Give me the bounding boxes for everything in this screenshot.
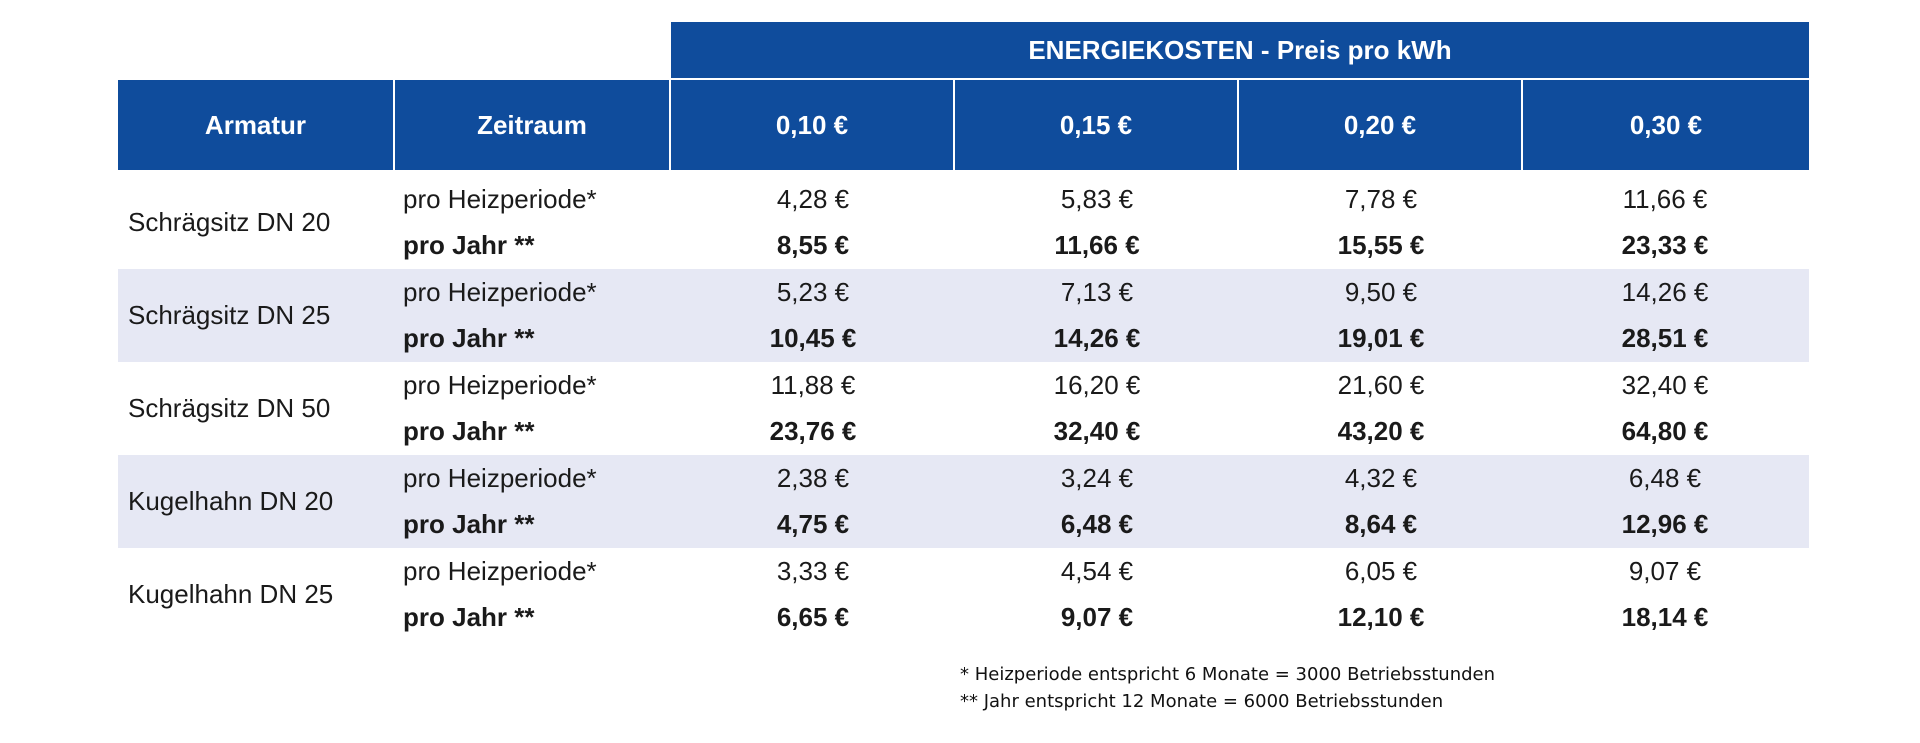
header-zeitraum: Zeitraum <box>395 80 669 170</box>
table-row-group: Schrägsitz DN 25 pro Heizperiode* pro Ja… <box>118 269 1809 362</box>
period-value: 3,24 € <box>1060 462 1134 493</box>
year-value: 15,55 € <box>1337 229 1425 260</box>
table-row-group: Kugelhahn DN 25 pro Heizperiode* pro Jah… <box>118 548 1809 641</box>
period-value: 9,50 € <box>1344 276 1418 307</box>
year-value: 6,65 € <box>776 601 850 632</box>
period-value: 6,48 € <box>1628 462 1702 493</box>
year-label: pro Jahr ** <box>403 229 535 260</box>
year-value: 8,55 € <box>776 229 850 260</box>
year-value: 28,51 € <box>1621 322 1709 353</box>
header-price-1: 0,10 € <box>671 80 953 170</box>
year-label: pro Jahr ** <box>403 322 535 353</box>
armatur-label: Schrägsitz DN 25 <box>128 300 331 330</box>
energy-cost-super-header: ENERGIEKOSTEN - Preis pro kWh <box>671 22 1809 78</box>
header-armatur: Armatur <box>118 80 393 170</box>
armatur-label: Schrägsitz DN 20 <box>128 207 331 237</box>
header-price-2: 0,15 € <box>955 80 1237 170</box>
period-value: 5,83 € <box>1060 183 1134 214</box>
year-value: 6,48 € <box>1060 508 1134 539</box>
year-value: 19,01 € <box>1337 322 1425 353</box>
armatur-label: Kugelhahn DN 25 <box>128 579 334 609</box>
period-value: 9,07 € <box>1628 555 1702 586</box>
table-row-group: Schrägsitz DN 20 pro Heizperiode* pro Ja… <box>118 176 1809 269</box>
table-row-group: Kugelhahn DN 20 pro Heizperiode* pro Jah… <box>118 455 1809 548</box>
year-label: pro Jahr ** <box>403 508 535 539</box>
footnote-heizperiode: * Heizperiode entspricht 6 Monate = 3000… <box>960 664 1496 685</box>
year-value: 43,20 € <box>1337 415 1425 446</box>
period-value: 4,28 € <box>776 183 850 214</box>
year-value: 12,96 € <box>1621 508 1709 539</box>
year-value: 32,40 € <box>1053 415 1141 446</box>
period-label: pro Heizperiode* <box>403 462 597 493</box>
header-price-4: 0,30 € <box>1523 80 1809 170</box>
year-value: 18,14 € <box>1621 601 1709 632</box>
period-value: 7,78 € <box>1344 183 1418 214</box>
period-value: 4,54 € <box>1060 555 1134 586</box>
period-value: 3,33 € <box>776 555 850 586</box>
period-value: 14,26 € <box>1621 276 1709 307</box>
year-value: 14,26 € <box>1053 322 1141 353</box>
year-value: 4,75 € <box>776 508 850 539</box>
table-row-group: Schrägsitz DN 50 pro Heizperiode* pro Ja… <box>118 362 1809 455</box>
year-value: 23,33 € <box>1621 229 1709 260</box>
year-label: pro Jahr ** <box>403 415 535 446</box>
period-value: 32,40 € <box>1621 369 1709 400</box>
period-label: pro Heizperiode* <box>403 183 597 214</box>
period-value: 7,13 € <box>1060 276 1134 307</box>
year-value: 10,45 € <box>769 322 857 353</box>
period-label: pro Heizperiode* <box>403 276 597 307</box>
year-label: pro Jahr ** <box>403 601 535 632</box>
period-value: 21,60 € <box>1337 369 1425 400</box>
year-value: 64,80 € <box>1621 415 1709 446</box>
period-value: 4,32 € <box>1344 462 1418 493</box>
period-value: 6,05 € <box>1344 555 1418 586</box>
year-value: 12,10 € <box>1337 601 1425 632</box>
period-value: 11,88 € <box>770 369 856 400</box>
year-value: 23,76 € <box>769 415 857 446</box>
year-value: 8,64 € <box>1344 508 1418 539</box>
footnote-jahr: ** Jahr entspricht 12 Monate = 6000 Betr… <box>960 691 1444 712</box>
year-value: 9,07 € <box>1060 601 1134 632</box>
armatur-label: Kugelhahn DN 20 <box>128 486 334 516</box>
period-value: 2,38 € <box>776 462 850 493</box>
period-label: pro Heizperiode* <box>403 369 597 400</box>
year-value: 11,66 € <box>1054 229 1140 260</box>
armatur-label: Schrägsitz DN 50 <box>128 393 331 423</box>
period-value: 5,23 € <box>776 276 850 307</box>
period-value: 11,66 € <box>1622 183 1708 214</box>
period-label: pro Heizperiode* <box>403 555 597 586</box>
period-value: 16,20 € <box>1053 369 1141 400</box>
header-price-3: 0,20 € <box>1239 80 1521 170</box>
